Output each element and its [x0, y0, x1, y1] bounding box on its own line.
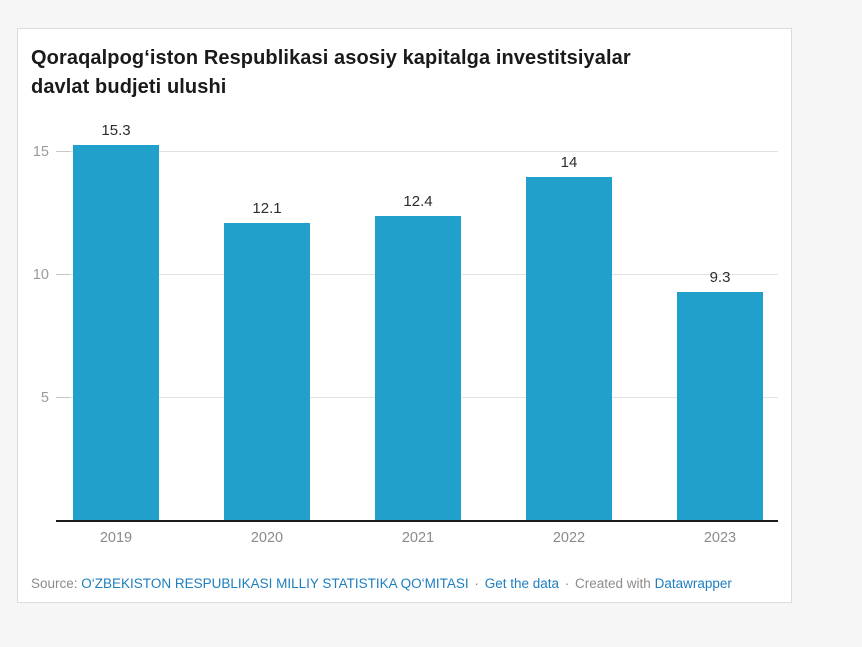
- bar[interactable]: [677, 292, 763, 521]
- source-line: Source: O‘ZBEKISTON RESPUBLIKASI MILLIY …: [31, 576, 732, 591]
- separator-dot: ·: [564, 576, 570, 591]
- bar-value-label: 9.3: [709, 269, 731, 287]
- chart-card: Qoraqalpog‘iston Respublikasi asosiy kap…: [17, 28, 792, 603]
- datawrapper-link[interactable]: Datawrapper: [654, 576, 732, 591]
- y-axis-tick-label: 10: [32, 267, 49, 283]
- plot-area: 5 10 15 15.3 12.1 12.4 14 9.3: [18, 121, 791, 522]
- y-gridline: [56, 151, 778, 152]
- bar-value-label: 12.1: [252, 200, 282, 218]
- source-link[interactable]: O‘ZBEKISTON RESPUBLIKASI MILLIY STATISTI…: [81, 576, 469, 591]
- created-with-label: Created with: [575, 576, 651, 591]
- x-axis-tick-label: 2019: [99, 530, 133, 546]
- bar-value-label: 12.4: [403, 192, 433, 210]
- x-axis-tick-label: 2023: [703, 530, 737, 546]
- bar[interactable]: [375, 215, 461, 521]
- bar[interactable]: [73, 144, 159, 521]
- bar[interactable]: [224, 223, 310, 521]
- y-axis-tick-label: 15: [32, 144, 49, 160]
- y-axis-tick-label: 5: [40, 390, 49, 406]
- separator-dot: ·: [474, 576, 479, 591]
- x-axis-labels: 2019 2020 2021 2022 2023: [18, 530, 791, 550]
- chart-title: Qoraqalpog‘iston Respublikasi asosiy kap…: [31, 47, 631, 98]
- get-the-data-link[interactable]: Get the data: [484, 576, 559, 591]
- x-axis-baseline: [56, 520, 778, 522]
- x-axis-tick-label: 2022: [552, 530, 586, 546]
- bar-value-label: 15.3: [101, 121, 131, 139]
- x-axis-tick-label: 2021: [401, 530, 435, 546]
- bar-value-label: 14: [560, 153, 578, 171]
- bar[interactable]: [526, 176, 612, 521]
- source-label: Source:: [31, 576, 78, 591]
- x-axis-tick-label: 2020: [250, 530, 284, 546]
